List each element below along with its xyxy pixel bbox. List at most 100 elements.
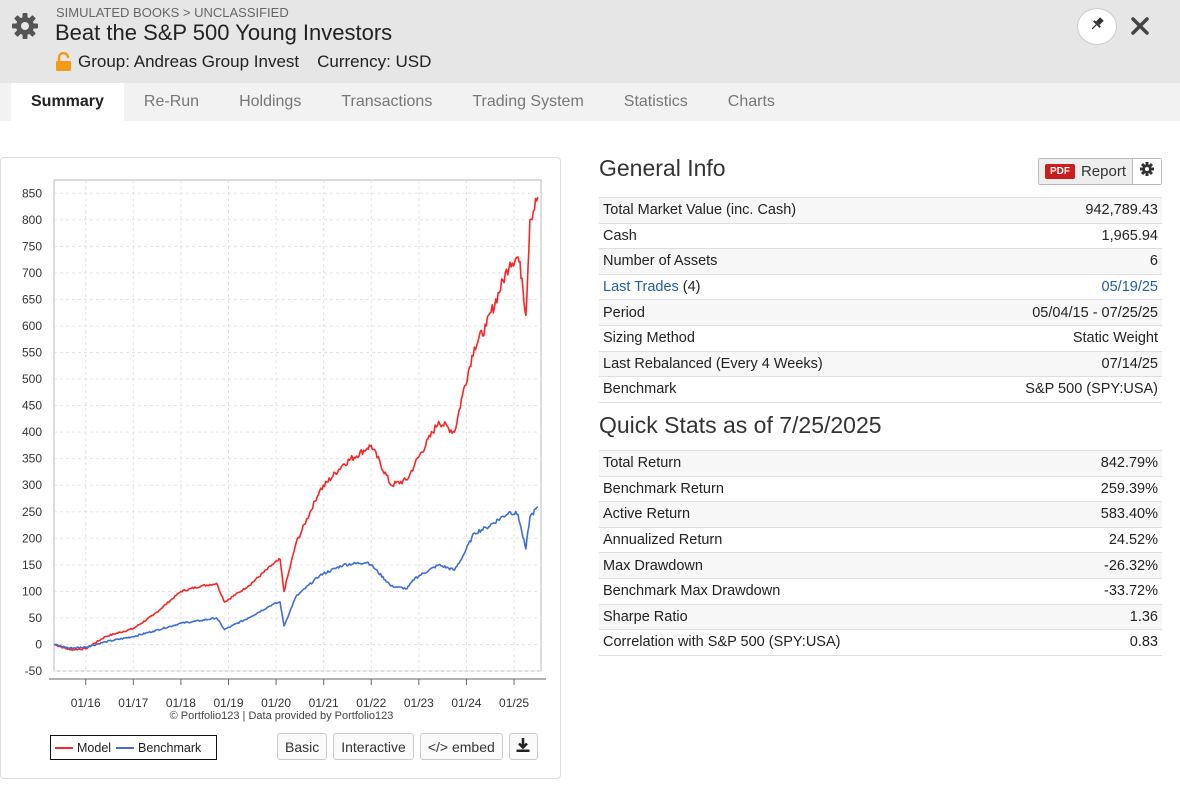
row-label: Benchmark <box>599 376 947 403</box>
row-value: 6 <box>946 248 1162 275</box>
close-button[interactable] <box>1127 15 1153 41</box>
header-bar: SIMULATED BOOKS > UNCLASSIFIED Beat the … <box>0 0 1180 83</box>
gear-icon <box>1139 161 1155 182</box>
legend-swatch-model <box>55 746 73 749</box>
y-tick-label: -50 <box>25 664 43 678</box>
row-value: -33.72% <box>1043 578 1162 605</box>
y-tick-label: 100 <box>22 584 42 598</box>
row-label: Active Return <box>599 501 1044 528</box>
y-tick-label: 850 <box>22 186 42 200</box>
page-title: Beat the S&P 500 Young Investors <box>55 20 393 45</box>
row-label: Max Drawdown <box>599 552 1044 579</box>
row-value: 05/04/15 - 07/25/25 <box>946 299 1162 326</box>
row-label: Annualized Return <box>599 527 1044 554</box>
table-row: Benchmark Max Drawdown -33.72% <box>599 578 1162 605</box>
x-tick-label: 01/18 <box>166 696 196 708</box>
table-row: Active Return 583.40% <box>599 501 1162 528</box>
y-tick-label: 750 <box>22 239 42 253</box>
chart-legend: Model Benchmark <box>50 735 217 760</box>
tab-holdings[interactable]: Holdings <box>239 93 302 110</box>
y-tick-label: 200 <box>22 531 42 545</box>
table-row: Max Drawdown -26.32% <box>599 552 1162 579</box>
pdf-badge: PDF <box>1044 164 1075 179</box>
tab-bar: Summary Re-Run Holdings Transactions Tra… <box>0 83 1180 121</box>
y-tick-label: 500 <box>22 372 42 386</box>
y-tick-label: 250 <box>22 505 42 519</box>
row-value: 259.39% <box>1043 476 1162 503</box>
chart-buttons: Basic Interactive </> embed <box>277 733 544 760</box>
close-icon <box>1130 16 1150 41</box>
tab-summary[interactable]: Summary <box>11 83 124 121</box>
tab-trading-system[interactable]: Trading System <box>472 93 584 110</box>
table-row: Sharpe Ratio 1.36 <box>599 604 1162 631</box>
x-tick-label: 01/24 <box>451 696 481 708</box>
y-tick-label: 450 <box>22 399 42 413</box>
table-row: Sizing Method Static Weight <box>599 325 1162 352</box>
report-label: Report <box>1080 163 1126 180</box>
legend-label-benchmark: Benchmark <box>138 740 202 755</box>
group-label: Group: Andreas Group Invest <box>78 52 300 71</box>
legend-item-model: Model <box>55 741 111 755</box>
report-settings-button[interactable] <box>1133 159 1161 184</box>
plot-area <box>53 179 542 672</box>
y-tick-label: 0 <box>35 637 42 651</box>
quick-stats-table: Total Return 842.79% Benchmark Return 259.… <box>599 450 1162 656</box>
row-label: Correlation with S&P 500 (SPY:USA) <box>599 629 1044 656</box>
embed-button[interactable]: </> embed <box>419 733 503 760</box>
y-tick-label: 550 <box>22 346 42 360</box>
tab-charts[interactable]: Charts <box>727 93 775 110</box>
table-row: Total Return 842.79% <box>599 450 1162 477</box>
series-line-benchmark <box>53 506 539 650</box>
row-label-cell: Last Trades (4) <box>599 274 947 301</box>
tab-statistics[interactable]: Statistics <box>623 93 688 110</box>
y-tick-label: 600 <box>22 319 42 333</box>
row-value: 1.36 <box>1043 604 1162 631</box>
table-row: Correlation with S&P 500 (SPY:USA) 0.83 <box>599 629 1162 656</box>
download-button[interactable] <box>508 733 538 760</box>
row-label: Benchmark Return <box>599 476 1044 503</box>
tab-re-run[interactable]: Re-Run <box>143 93 200 110</box>
x-tick-label: 01/22 <box>356 696 386 708</box>
row-label: Sizing Method <box>599 325 947 352</box>
last-trade-date-link[interactable]: 05/19/25 <box>1101 279 1158 296</box>
report-button[interactable]: PDF Report <box>1038 159 1133 184</box>
y-tick-label: 800 <box>22 213 42 227</box>
performance-chart[interactable]: -50 0 50 100 150 200 250 300 350 400 450 500 550 600 6… <box>1 158 562 708</box>
last-trades-count: (4) <box>678 279 701 296</box>
x-tick-label: 01/25 <box>499 696 529 708</box>
x-tick-label: 01/17 <box>118 696 148 708</box>
x-tick-label: 01/19 <box>213 696 243 708</box>
y-tick-label: 50 <box>29 611 43 625</box>
row-label: Number of Assets <box>599 248 947 275</box>
last-trades-link[interactable]: Last Trades <box>603 279 679 296</box>
row-value: 07/14/25 <box>946 351 1162 378</box>
table-row: Benchmark Return 259.39% <box>599 476 1162 503</box>
row-label: Cash <box>599 223 947 250</box>
y-tick-label: 300 <box>22 478 42 492</box>
row-value: -26.32% <box>1043 552 1162 579</box>
row-label: Period <box>599 299 947 326</box>
y-tick-label: 700 <box>22 266 42 280</box>
general-info-table: Total Market Value (inc. Cash) 942,789.43… <box>599 197 1162 403</box>
table-row: Cash 1,965.94 <box>599 223 1162 250</box>
table-row: Benchmark S&P 500 (SPY:USA) <box>599 376 1162 403</box>
pin-button[interactable] <box>1077 8 1117 45</box>
y-tick-label: 350 <box>22 452 42 466</box>
chart-panel: -50 0 50 100 150 200 250 300 350 400 450 500 550 600 6… <box>0 157 561 779</box>
gear-icon[interactable] <box>9 10 41 42</box>
general-info-title: General Info <box>599 155 726 181</box>
tab-transactions[interactable]: Transactions <box>341 93 433 110</box>
y-tick-label: 150 <box>22 558 42 572</box>
row-value: 583.40% <box>1043 501 1162 528</box>
row-label: Last Rebalanced (Every 4 Weeks) <box>599 351 947 378</box>
quick-stats-title: Quick Stats as of 7/25/2025 <box>599 412 882 438</box>
row-value: S&P 500 (SPY:USA) <box>946 376 1162 403</box>
meta-row: Group: Andreas Group Invest Currency: US… <box>55 51 431 72</box>
interactive-button[interactable]: Interactive <box>333 733 414 760</box>
row-value-cell: 05/19/25 <box>946 274 1162 301</box>
row-value: Static Weight <box>946 325 1162 352</box>
x-tick-label: 01/20 <box>261 696 291 708</box>
legend-label-model: Model <box>77 740 112 755</box>
basic-button[interactable]: Basic <box>277 733 328 760</box>
row-value: 942,789.43 <box>946 197 1162 224</box>
